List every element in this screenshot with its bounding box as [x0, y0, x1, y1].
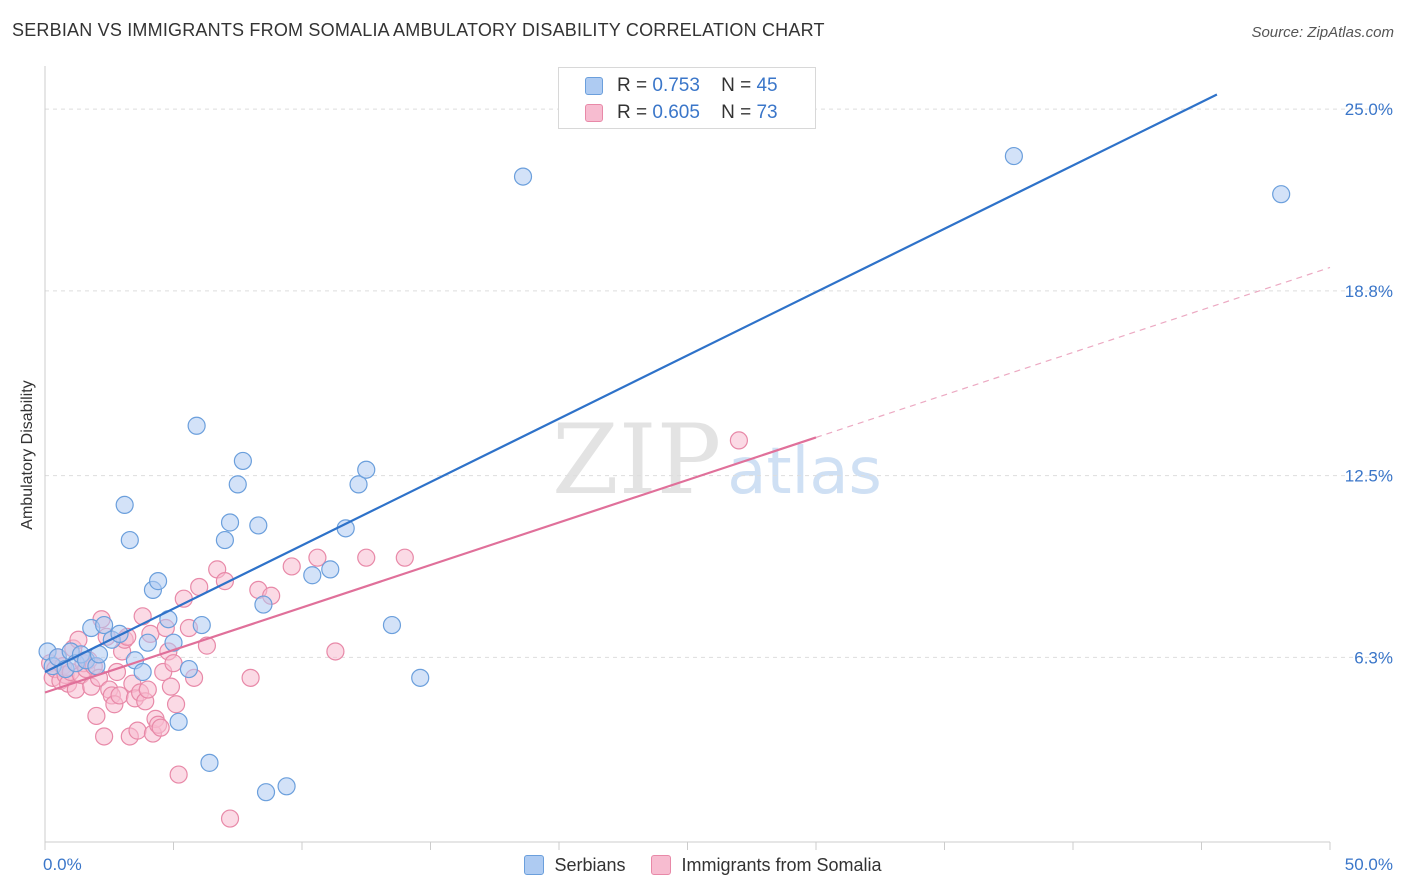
serbians-trend-line — [44, 93, 1218, 673]
axis-layer — [44, 66, 1331, 850]
somalia-point — [138, 680, 157, 699]
serbian-point — [215, 530, 234, 550]
grid-layer — [45, 108, 1392, 658]
points-layer — [38, 108, 1291, 828]
serbian-point — [148, 572, 168, 591]
serbian-point — [349, 475, 368, 494]
serbian-point — [233, 451, 252, 471]
somalia-point — [282, 557, 301, 576]
serbian-point — [169, 712, 188, 731]
legend-r-value: 0.605 — [652, 102, 700, 123]
serbian-point — [357, 460, 376, 479]
y-tick-label: 18.8% — [1345, 282, 1393, 301]
y-tick-label: 6.3% — [1354, 648, 1393, 667]
correlation-legend: R = 0.753 N = 45 R = 0.605 N = 73 — [558, 67, 816, 129]
serbian-point — [164, 633, 183, 652]
legend-row-somalia: R = 0.605 N = 73 — [585, 100, 778, 126]
serbians-swatch-icon — [585, 77, 603, 95]
legend-n-value: 73 — [756, 102, 778, 123]
legend-row-serbians: R = 0.753 N = 45 — [585, 73, 778, 99]
x-tick-label: 50.0% — [1345, 855, 1393, 874]
serbian-point — [187, 416, 206, 435]
serbian-point — [192, 615, 211, 635]
serbian-point — [513, 167, 533, 186]
source-credit: Source: ZipAtlas.com — [1251, 24, 1394, 41]
legend-r-label: R = — [617, 102, 648, 123]
somalia-point — [95, 727, 114, 746]
legend-r-value: 0.753 — [652, 75, 700, 96]
somalia-point — [164, 654, 183, 673]
serbian-point — [321, 560, 340, 579]
serbian-point — [179, 659, 199, 679]
somalia-trend-line — [44, 436, 817, 694]
y-tick-label: 12.5% — [1345, 467, 1393, 486]
serbian-point — [115, 495, 134, 515]
serbian-point — [120, 530, 139, 550]
somalia-point — [161, 677, 181, 696]
serbian-point — [336, 519, 355, 538]
somalia-point — [729, 431, 749, 450]
serbian-point — [254, 595, 273, 614]
chart-title: SERBIAN VS IMMIGRANTS FROM SOMALIA AMBUL… — [12, 20, 825, 40]
somalia-point — [220, 809, 240, 828]
somalia-point — [169, 765, 188, 784]
somalia-point — [395, 548, 414, 567]
legend-r-label: R = — [617, 75, 648, 96]
somalia-legend-swatch-icon — [651, 855, 672, 875]
somalia-point — [87, 706, 106, 726]
watermark-atlas: atlas — [727, 435, 882, 509]
serbian-point — [249, 516, 268, 535]
serbian-point — [220, 513, 240, 532]
serbian-point — [228, 475, 247, 494]
legend-somalia-label: Immigrants from Somalia — [681, 854, 882, 875]
serbian-point — [200, 753, 219, 772]
serbian-point — [138, 633, 157, 652]
legend-n-label: N = — [721, 102, 752, 123]
somalia-point — [151, 718, 170, 737]
serbian-point — [1004, 146, 1023, 166]
serbian-point — [133, 662, 152, 682]
trend-layer — [44, 93, 1331, 694]
serbian-point — [1272, 185, 1291, 204]
somalia-trend-extension — [815, 266, 1331, 439]
series-legend: Serbians Immigrants from Somalia — [0, 852, 1406, 878]
somalia-point — [241, 668, 260, 687]
legend-n-label: N = — [721, 75, 752, 96]
serbian-point — [277, 777, 296, 796]
serbian-point — [303, 566, 322, 585]
serbian-point — [110, 624, 129, 643]
tick-label-layer: 6.3% 12.5% 18.8% 25.0% 0.0% 50.0% — [43, 100, 1393, 874]
somalia-point — [166, 695, 186, 714]
somalia-point — [128, 721, 147, 740]
serbian-point — [411, 668, 430, 687]
legend-serbians-label: Serbians — [554, 854, 626, 875]
somalia-point — [326, 642, 345, 661]
serbian-point — [256, 783, 276, 802]
legend-item-somalia: Immigrants from Somalia — [651, 854, 882, 876]
legend-n-value: 45 — [756, 75, 778, 96]
serbian-point — [382, 615, 402, 635]
somalia-point — [357, 548, 376, 567]
x-tick-label: 0.0% — [43, 855, 82, 874]
serbian-point — [95, 615, 114, 635]
somalia-point — [133, 607, 152, 626]
y-tick-label: 25.0% — [1345, 100, 1393, 119]
somalia-point — [308, 548, 327, 567]
somalia-swatch-icon — [585, 104, 603, 122]
serbians-legend-swatch-icon — [524, 855, 545, 875]
legend-item-serbians: Serbians — [524, 855, 625, 876]
